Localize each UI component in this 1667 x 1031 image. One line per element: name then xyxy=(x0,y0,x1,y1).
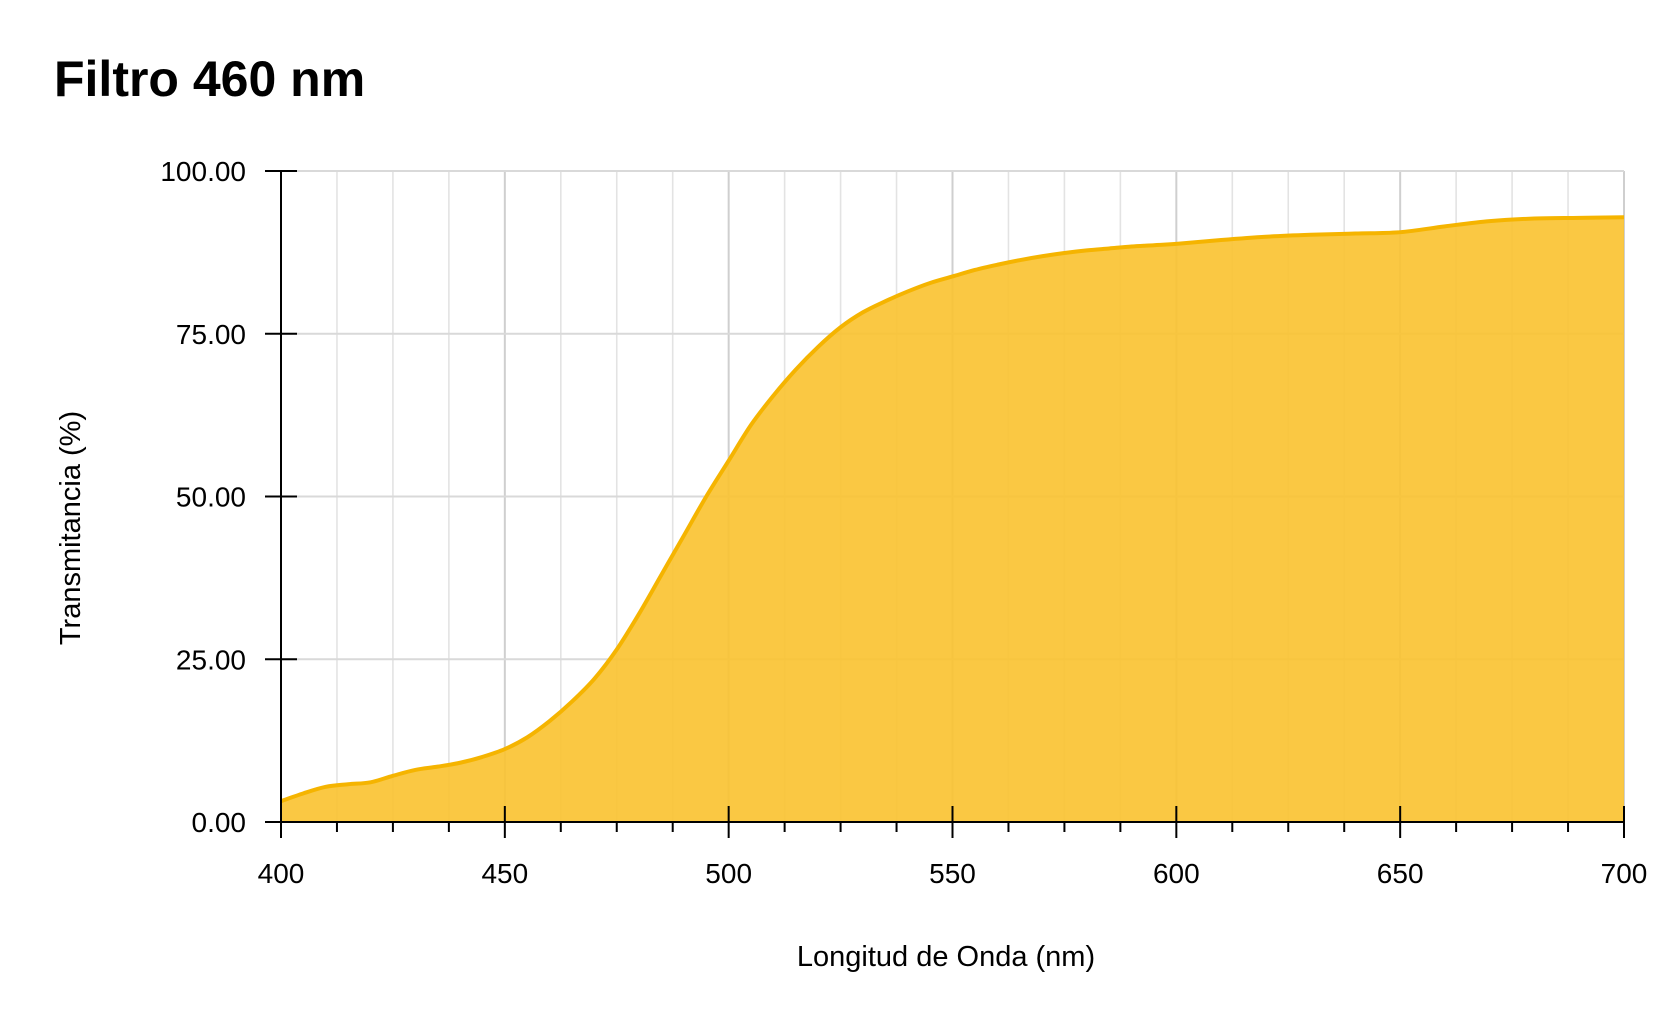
series-layer xyxy=(280,215,1625,823)
x-tick-label: 500 xyxy=(705,858,752,889)
x-axis-title: Longitud de Onda (nm) xyxy=(797,941,1095,973)
transmittance-area xyxy=(281,217,1624,823)
y-tick-label: 0.00 xyxy=(192,807,247,838)
x-tick-label: 400 xyxy=(258,858,305,889)
x-tick-label: 600 xyxy=(1153,858,1200,889)
axes xyxy=(265,170,1625,838)
chart-title: Filtro 460 nm xyxy=(54,51,366,107)
y-axis-title: Transmitancia (%) xyxy=(55,411,87,645)
x-tick-label: 650 xyxy=(1377,858,1424,889)
x-tick-label: 550 xyxy=(929,858,976,889)
transmittance-line xyxy=(280,215,1625,804)
x-tick-label: 700 xyxy=(1601,858,1648,889)
y-tick-label: 50.00 xyxy=(176,482,246,513)
y-tick-label: 100.00 xyxy=(160,156,246,187)
tick-labels: 0.00 25.00 50.00 75.00 100.00 400 450 500 550 600… xyxy=(160,156,1647,889)
y-tick-label: 75.00 xyxy=(176,319,246,350)
x-tick-label: 450 xyxy=(481,858,528,889)
y-tick-label: 25.00 xyxy=(176,644,246,675)
